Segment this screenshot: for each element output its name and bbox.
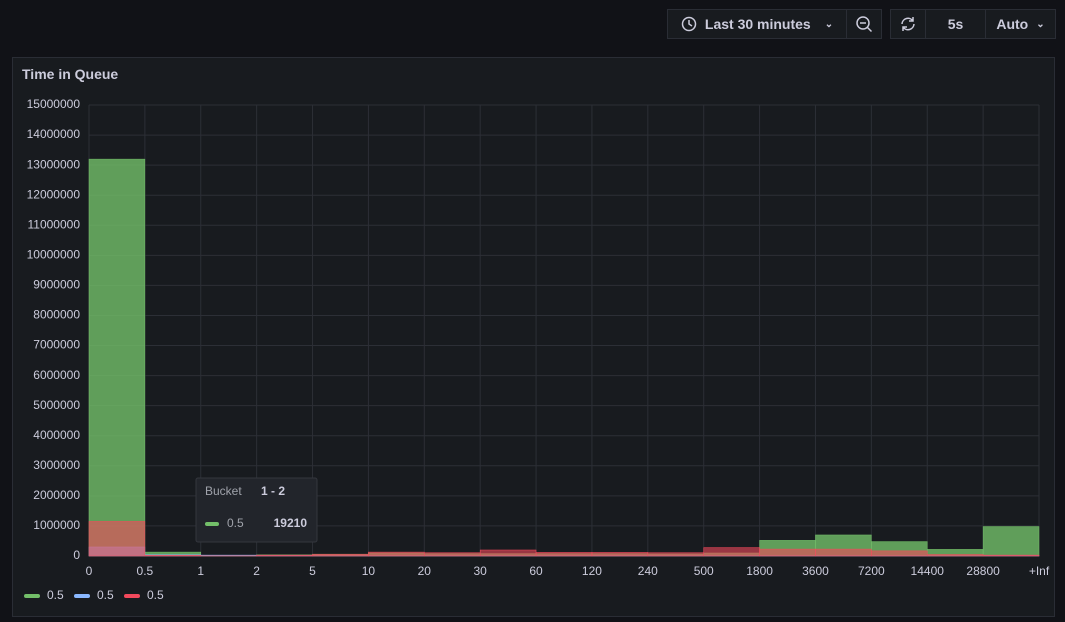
interval: 5s [947,16,964,32]
tooltip-series: 0.5 [227,516,244,530]
y-tick-label: 11000000 [28,217,81,231]
bar [479,549,537,557]
bar [144,555,202,557]
bar [982,526,1040,557]
y-tick-label: 3000000 [33,458,80,472]
bar [871,550,928,557]
x-tick-label: 20 [418,564,432,578]
x-tick-label: 30 [473,564,487,578]
tooltip-value: 19210 [274,516,308,530]
y-tick-label: 9000000 [33,278,80,292]
bar [535,552,593,557]
y-tick-label: 0 [73,548,80,562]
y-tick-label: 2000000 [33,488,80,502]
bar [256,554,313,557]
bar [926,554,984,557]
legend-label: 0.5 [97,588,114,602]
x-tick-label: 500 [694,564,714,578]
bar [815,548,872,557]
x-tick-label: 14400 [911,564,945,578]
x-tick-label: 240 [638,564,658,578]
time-picker[interactable]: Last 30 minutes ⌄ [667,9,847,39]
x-tick-label: +Inf [1029,564,1050,578]
x-tick-label: 5 [309,564,316,578]
tooltip-bucket: 1 - 2 [261,484,285,498]
y-tick-label: 1000000 [33,518,80,532]
panel-title: Time in Queue [22,66,119,82]
mode: Auto [996,16,1029,32]
zoom-icon [856,16,873,33]
tooltip-label: Bucket [205,484,242,498]
chevron: ⌄ [1036,18,1045,30]
bar [591,552,649,557]
y-tick-label: 14000000 [27,127,81,141]
y-tick-label: 8000000 [33,308,80,322]
x-tick-label: 0 [86,564,93,578]
y-tick-label: 4000000 [33,428,80,442]
bar [312,553,369,557]
tooltip: Bucket 1 - 2 0.5 19210 [195,477,318,543]
bar [703,547,760,557]
x-tick-label: 120 [582,564,602,578]
tooltip-box [195,477,318,543]
x-tick-label: 3600 [802,564,829,578]
x-tick-label: 2 [253,564,260,578]
x-tick-label: 28800 [966,564,1000,578]
refresh-interval[interactable]: 5s [925,9,986,39]
panel: Time in Queue [12,57,1055,617]
chevron: ⌄ [824,18,834,30]
time-range: Last 30 minutes [704,16,811,32]
x-tick-label: 10 [362,564,376,578]
zoom-out[interactable] [846,9,882,39]
x-tick-label: 0.5 [137,564,154,578]
y-tick-label: 6000000 [33,368,80,382]
refresh[interactable] [890,9,926,39]
bar [88,521,146,557]
x-tick-label: 1 [197,564,204,578]
y-tick-label: 13000000 [27,157,81,171]
bar [424,552,481,557]
y-tick-label: 10000000 [27,248,81,262]
legend-label: 0.5 [47,588,64,602]
bar [88,158,146,557]
clock-icon [681,16,697,32]
x-tick-label: 1800 [746,564,773,578]
legend-label: 0.5 [147,588,164,602]
refresh-icon [901,17,915,31]
y-tick-label: 5000000 [33,398,80,412]
x-tick-label: 7200 [858,564,885,578]
bar [368,551,425,557]
y-tick-label: 12000000 [27,187,81,201]
x-tick-label: 60 [529,564,543,578]
bar [647,552,704,557]
bar [759,548,816,557]
refresh-mode[interactable]: Auto ⌄ [985,9,1056,39]
y-tick-label: 15000000 [27,97,81,111]
y-tick-label: 7000000 [33,338,80,352]
bar [982,554,1040,557]
